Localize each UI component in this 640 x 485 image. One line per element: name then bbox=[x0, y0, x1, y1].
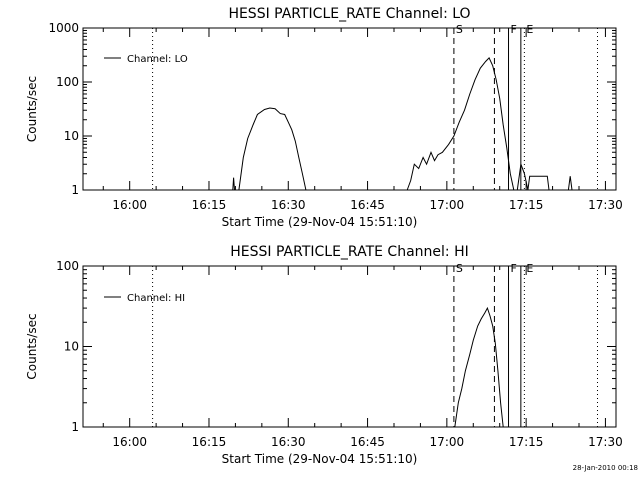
y-axis-label: Counts/sec bbox=[25, 313, 39, 379]
series-line-0-segment-0 bbox=[232, 107, 307, 191]
y-tick-label: 1 bbox=[71, 183, 79, 197]
x-tick-label: 17:30 bbox=[588, 198, 623, 212]
marker-label: S bbox=[456, 23, 463, 36]
legend-label: Channel: HI bbox=[127, 293, 185, 304]
marker-label: S bbox=[456, 262, 463, 275]
chart-title: HESSI PARTICLE_RATE Channel: LO bbox=[228, 6, 470, 22]
y-tick-label: 1000 bbox=[48, 21, 79, 35]
x-tick-label: 17:15 bbox=[509, 435, 544, 449]
y-axis-label: Counts/sec bbox=[25, 76, 39, 142]
series-line-0-segment-2 bbox=[516, 164, 550, 191]
chart-panel-1: HESSI PARTICLE_RATE Channel: HI S F E 16:00 1… bbox=[25, 244, 623, 466]
x-tick-label: 16:30 bbox=[271, 198, 306, 212]
marker-label: E bbox=[526, 23, 533, 36]
x-tick-label: 17:15 bbox=[509, 198, 544, 212]
marker-label: F bbox=[511, 23, 517, 36]
plot-frame bbox=[82, 27, 617, 191]
x-axis-label: Start Time (29-Nov-04 15:51:10) bbox=[222, 215, 418, 229]
legend-label: Channel: LO bbox=[127, 54, 188, 65]
x-axis-label: Start Time (29-Nov-04 15:51:10) bbox=[222, 452, 418, 466]
x-tick-label: 16:45 bbox=[350, 198, 385, 212]
y-tick-label: 100 bbox=[56, 259, 79, 273]
y-tick-label: 1 bbox=[71, 420, 79, 434]
x-tick-label: 17:30 bbox=[588, 435, 623, 449]
y-tick-label: 10 bbox=[64, 340, 79, 354]
x-tick-label: 16:15 bbox=[192, 435, 227, 449]
x-tick-label: 16:15 bbox=[192, 198, 227, 212]
marker-label: F bbox=[511, 262, 517, 275]
series-line-0-segment-3 bbox=[567, 176, 573, 191]
marker-label: E bbox=[526, 262, 533, 275]
plot-frame bbox=[82, 265, 617, 428]
x-tick-label: 16:30 bbox=[271, 435, 306, 449]
y-tick-label: 10 bbox=[64, 129, 79, 143]
chart-panel-0: HESSI PARTICLE_RATE Channel: LOS F E 16:00 1… bbox=[25, 6, 623, 229]
x-tick-label: 17:00 bbox=[430, 435, 465, 449]
series-line-0-segment-1 bbox=[406, 57, 515, 191]
series-line-0-segment-0 bbox=[454, 306, 504, 428]
x-tick-label: 16:00 bbox=[112, 198, 147, 212]
x-tick-label: 16:00 bbox=[112, 435, 147, 449]
footer-timestamp: 28-Jan-2010 00:18 bbox=[572, 464, 638, 472]
y-tick-label: 100 bbox=[56, 75, 79, 89]
x-tick-label: 16:45 bbox=[350, 435, 385, 449]
chart-title: HESSI PARTICLE_RATE Channel: HI bbox=[230, 244, 468, 260]
x-tick-label: 17:00 bbox=[430, 198, 465, 212]
